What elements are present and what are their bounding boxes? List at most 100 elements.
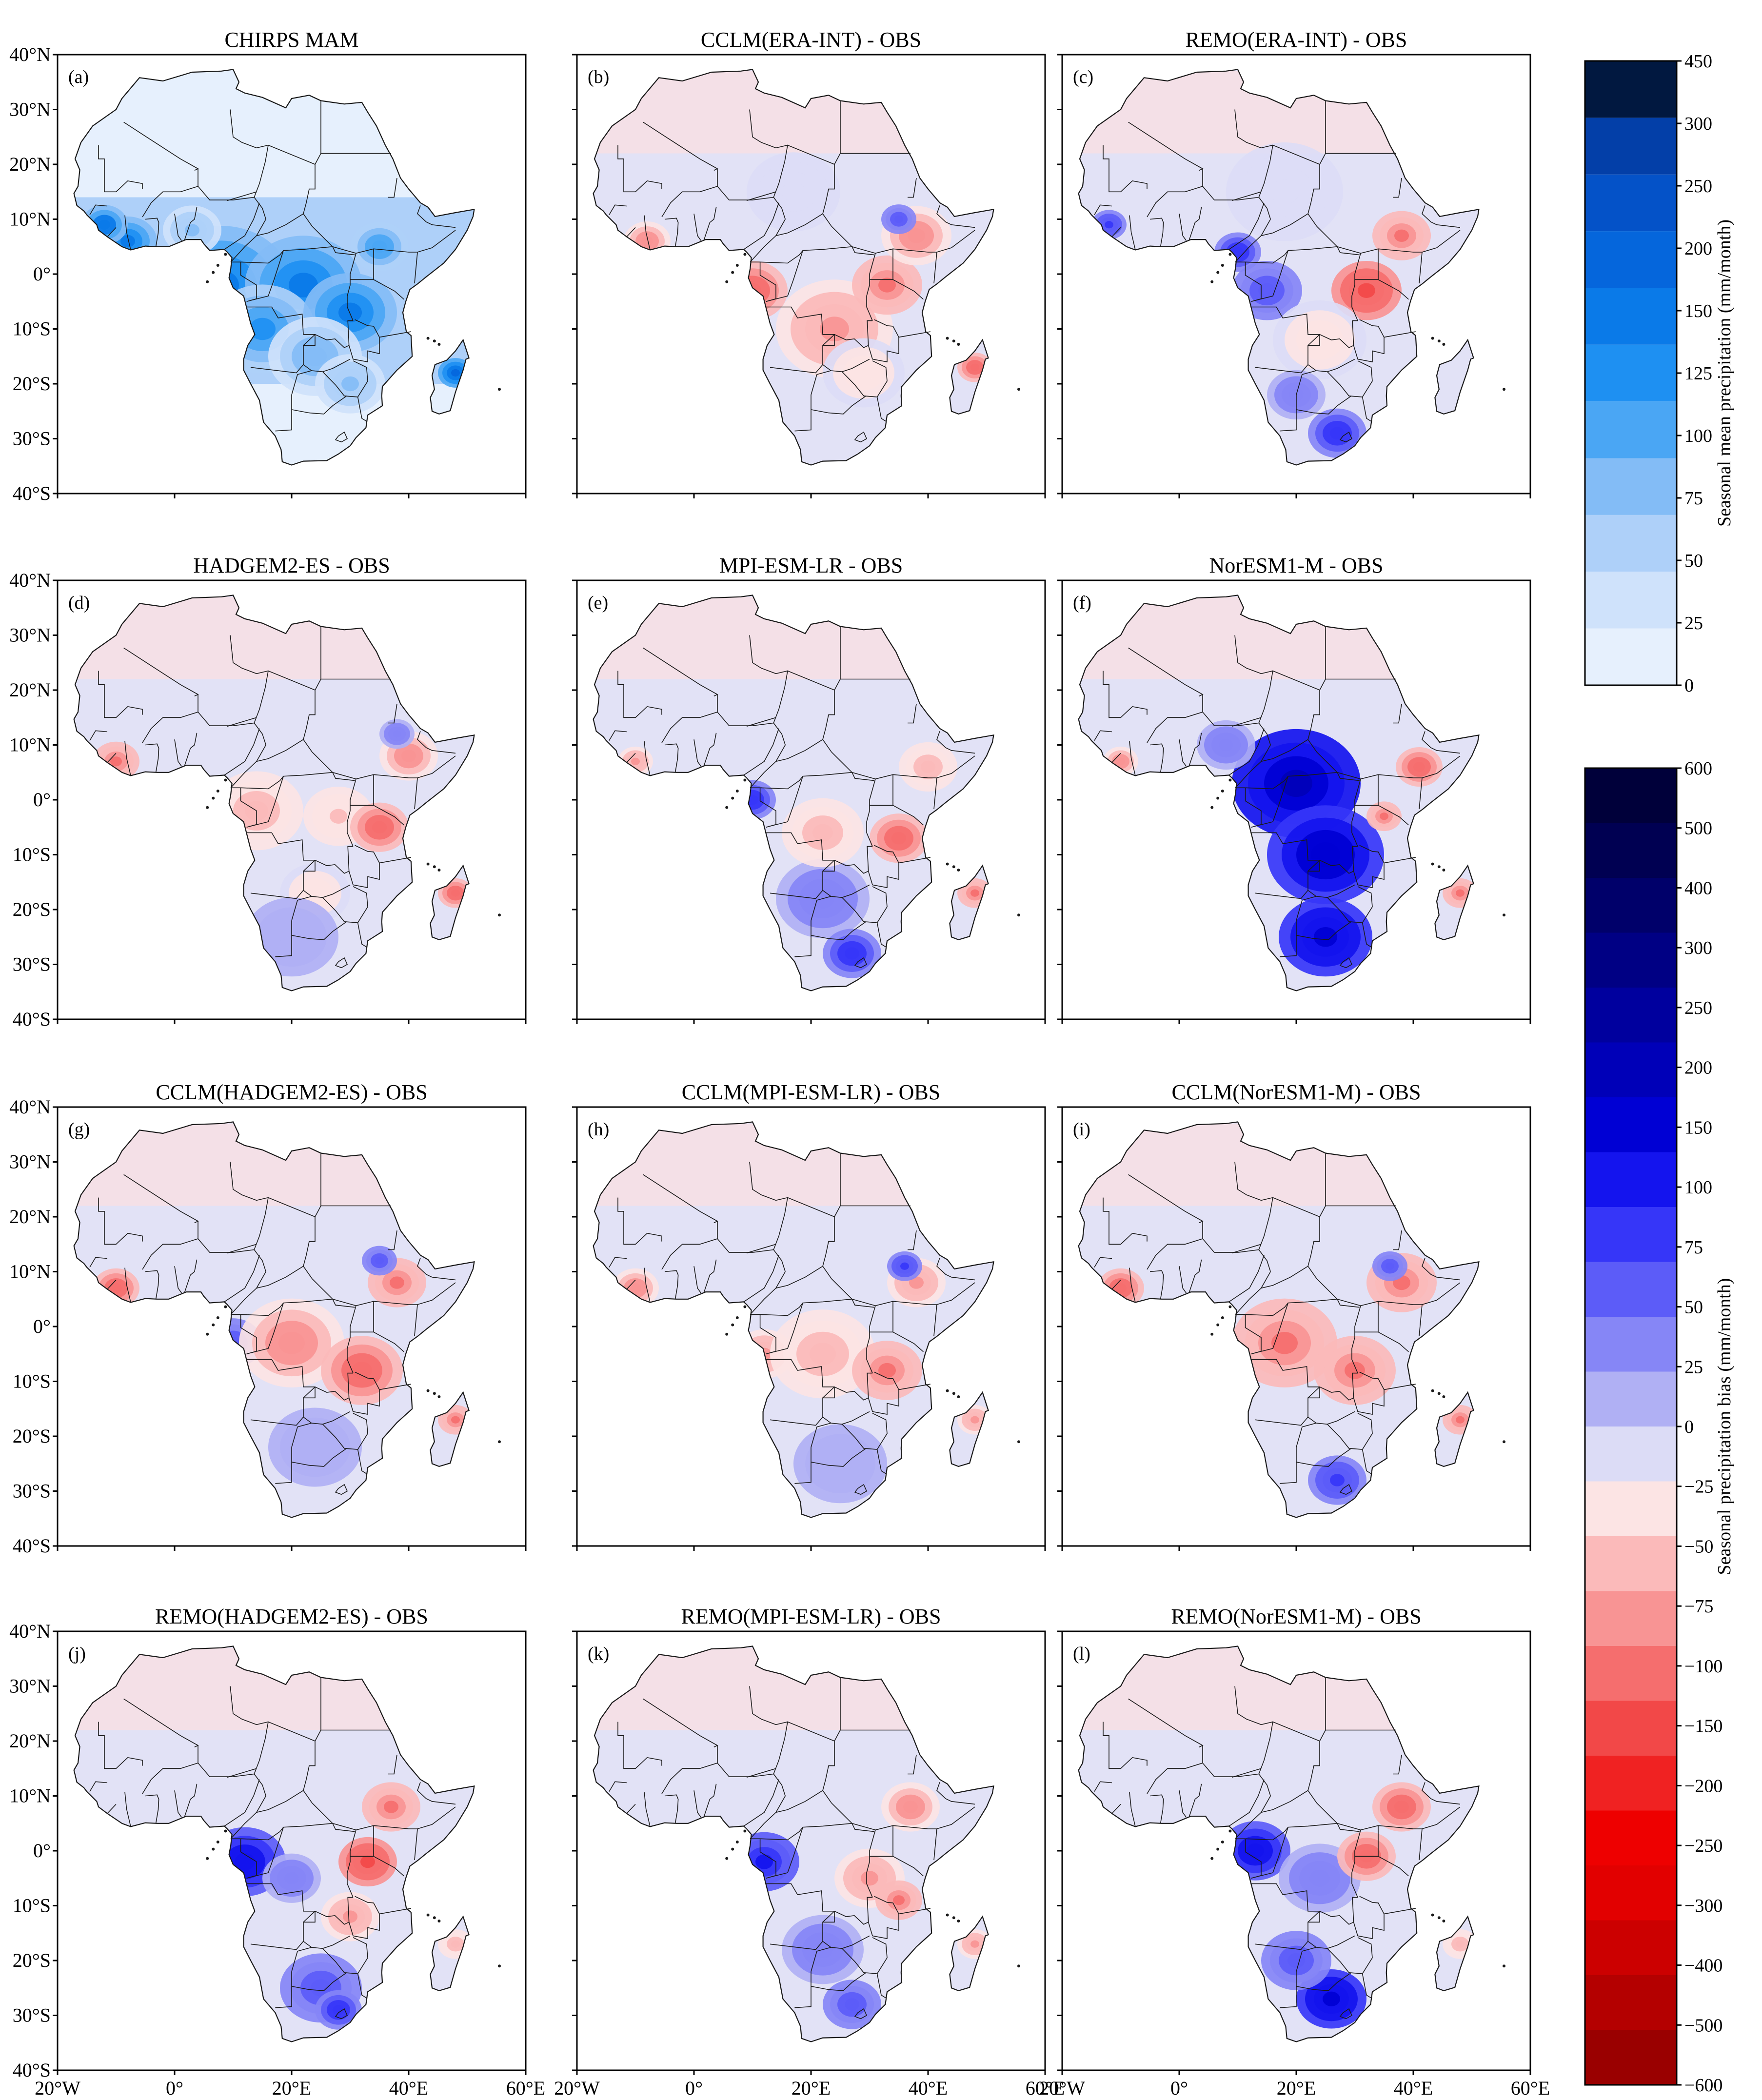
country-border — [1378, 249, 1409, 300]
island — [735, 1316, 739, 1319]
colorbar-mean-box — [1585, 231, 1677, 288]
map-panel-c: REMO(ERA-INT) - OBS (c) — [1057, 28, 1531, 498]
colorbar-mean-tick-label: 125 — [1684, 363, 1712, 384]
colorbar-mean-tick-label: 450 — [1684, 51, 1712, 72]
colorbar-bias-box — [1585, 932, 1677, 988]
panel-letter: (e) — [588, 593, 608, 613]
island — [216, 1316, 219, 1319]
country-border — [703, 733, 717, 766]
country-border — [811, 1448, 867, 1467]
country-border — [617, 145, 662, 193]
country-border — [145, 743, 159, 773]
panel-letter: (g) — [68, 1119, 90, 1140]
country-border — [831, 1803, 975, 1831]
country-border — [124, 1268, 131, 1303]
country-border — [822, 627, 841, 753]
country-border — [107, 1279, 117, 1290]
country-border — [414, 252, 418, 284]
island — [1228, 778, 1232, 782]
country-border — [643, 1698, 718, 1748]
country-border — [936, 205, 975, 228]
country-border — [749, 635, 788, 674]
coastline — [73, 594, 475, 991]
island — [426, 862, 430, 866]
country-border — [717, 1238, 774, 1253]
country-border — [250, 776, 284, 827]
country-border — [644, 1268, 651, 1303]
bias-region — [451, 1416, 460, 1424]
country-border — [773, 1721, 835, 1796]
country-border — [379, 1384, 411, 1390]
bias-region — [970, 1416, 979, 1424]
country-border — [1337, 772, 1360, 781]
country-border — [1337, 1823, 1360, 1832]
colorbar-bias-label: Seasonal precipitation bias (mm/month) — [1714, 1278, 1735, 1575]
bias-region — [390, 1276, 404, 1289]
country-border — [332, 1823, 355, 1832]
bias-region — [1323, 1991, 1340, 2006]
bias-region — [393, 730, 401, 738]
lat-tick-label: 30°S — [13, 2004, 51, 2026]
country-border — [750, 761, 776, 788]
lat-tick-label: 40°N — [9, 43, 51, 65]
country-border — [868, 319, 899, 362]
island — [206, 1857, 209, 1860]
lat-tick-label: 40°S — [13, 482, 51, 504]
country-border — [373, 774, 404, 826]
country-border — [275, 1971, 292, 2008]
country-border — [303, 1153, 321, 1279]
country-border — [644, 1792, 651, 1827]
island — [1437, 1916, 1441, 1920]
country-border — [98, 1197, 143, 1245]
bias-region — [1413, 762, 1425, 772]
colorbar-bias-tick-label: 50 — [1684, 1297, 1703, 1318]
country-border — [1231, 1244, 1262, 1254]
island — [1437, 865, 1441, 869]
country-border — [1307, 846, 1358, 874]
lat-tick-label: 30°S — [13, 428, 51, 450]
country-border — [933, 1828, 937, 1861]
country-border — [1419, 777, 1423, 810]
country-border — [831, 752, 975, 780]
country-border — [224, 1255, 260, 1303]
bias-region — [970, 363, 979, 371]
bias-region — [306, 886, 324, 901]
country-border — [822, 1897, 872, 1925]
country-border — [335, 431, 348, 443]
country-border — [1128, 1174, 1204, 1224]
colorbar-bias-box — [1585, 2030, 1677, 2085]
country-border — [357, 396, 368, 422]
country-border — [1307, 1897, 1358, 1925]
panel-title: CCLM(NorESM1-M) - OBS — [1172, 1080, 1421, 1104]
bias-region — [384, 1801, 398, 1813]
colorbar-mean-tick-label: 150 — [1684, 301, 1712, 321]
bias-region — [1358, 283, 1375, 298]
bias-region — [630, 1283, 641, 1293]
island — [216, 1841, 219, 1843]
bias-region — [1456, 1940, 1465, 1948]
bias-region — [631, 757, 640, 765]
bias-region — [900, 1262, 909, 1270]
country-border — [717, 1763, 774, 1777]
country-border — [417, 1782, 456, 1805]
lat-tick-label: 20°N — [9, 679, 51, 701]
island — [731, 796, 734, 800]
colorbar-bias-box — [1585, 823, 1677, 878]
bias-region — [372, 821, 387, 833]
country-border — [1393, 703, 1402, 724]
lat-tick-label: 10°N — [9, 208, 51, 230]
panel-title: REMO(ERA-INT) - OBS — [1186, 28, 1407, 52]
country-border — [348, 845, 380, 888]
country-border — [1231, 191, 1262, 201]
colorbar-bias-box — [1585, 1371, 1677, 1426]
country-border — [743, 202, 779, 250]
island — [1210, 280, 1214, 283]
country-border — [749, 109, 788, 149]
country-border — [357, 922, 368, 948]
country-border — [1393, 1754, 1402, 1775]
lat-tick-label: 30°N — [9, 624, 51, 646]
country-border — [1384, 857, 1416, 864]
colorbar-bias-tick-label: −150 — [1684, 1716, 1722, 1737]
lat-tick-label: 10°S — [13, 1370, 51, 1392]
panel-title: MPI-ESM-LR - OBS — [719, 554, 903, 577]
